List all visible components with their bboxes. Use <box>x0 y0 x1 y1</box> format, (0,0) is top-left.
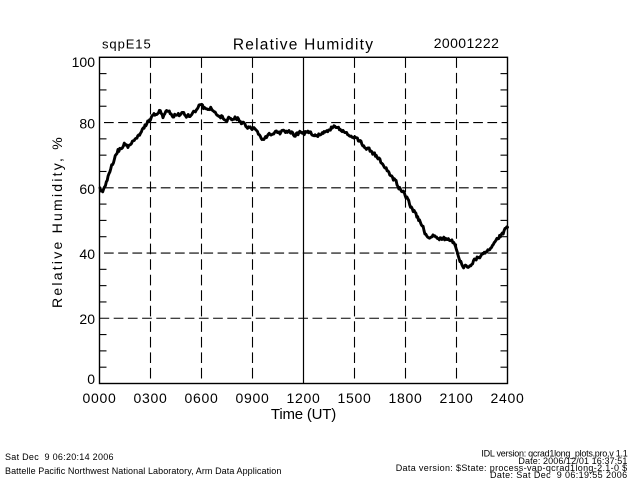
svg-text:Time (UT): Time (UT) <box>271 406 336 423</box>
svg-text:0: 0 <box>87 371 95 387</box>
svg-text:Data version: $State: process-: Data version: $State: process-vap-qcrad1… <box>396 463 628 473</box>
svg-text:1800: 1800 <box>389 390 423 406</box>
svg-text:Date: Sat Dec 9 06:19:55 2006: Date: Sat Dec 9 06:19:55 2006 <box>490 470 628 480</box>
svg-text:Sat Dec 9 06:20:14 2006: Sat Dec 9 06:20:14 2006 <box>5 452 114 462</box>
svg-text:0000: 0000 <box>83 390 117 406</box>
svg-text:60: 60 <box>79 181 95 197</box>
svg-text:IDL version: qcrad1long_plots.: IDL version: qcrad1long_plots.pro,v 1.1 <box>481 448 627 458</box>
svg-text:0600: 0600 <box>185 390 219 406</box>
svg-text:40: 40 <box>79 246 95 262</box>
svg-text:0300: 0300 <box>134 390 168 406</box>
svg-text:80: 80 <box>79 116 95 132</box>
svg-text:2100: 2100 <box>440 390 474 406</box>
svg-text:1500: 1500 <box>338 390 372 406</box>
svg-text:2400: 2400 <box>491 390 525 406</box>
svg-text:Relative Humidity: Relative Humidity <box>233 37 374 54</box>
svg-text:1200: 1200 <box>287 390 321 406</box>
svg-text:20001222: 20001222 <box>434 35 500 51</box>
svg-text:100: 100 <box>72 54 96 70</box>
svg-text:sqpE15: sqpE15 <box>102 37 152 52</box>
svg-text:0900: 0900 <box>236 390 270 406</box>
svg-text:Battelle Pacific Northwest Nat: Battelle Pacific Northwest National Labo… <box>5 466 281 476</box>
svg-text:Relative Humidity, %: Relative Humidity, % <box>49 135 65 308</box>
svg-text:Date: 2006/12/01 16:37:51: Date: 2006/12/01 16:37:51 <box>518 456 627 466</box>
svg-text:20: 20 <box>79 311 95 327</box>
